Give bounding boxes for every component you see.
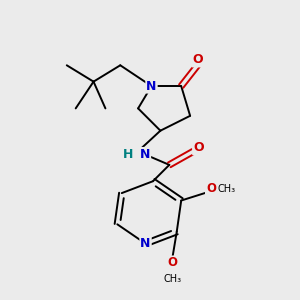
Text: O: O [192, 53, 203, 66]
Text: N: N [140, 237, 151, 250]
Text: CH₃: CH₃ [163, 274, 182, 284]
Text: N: N [140, 148, 150, 161]
Text: O: O [167, 256, 177, 269]
Text: H: H [123, 148, 134, 161]
Text: O: O [206, 182, 216, 195]
Text: CH₃: CH₃ [217, 184, 236, 194]
Text: N: N [146, 80, 157, 93]
Text: O: O [193, 141, 204, 154]
